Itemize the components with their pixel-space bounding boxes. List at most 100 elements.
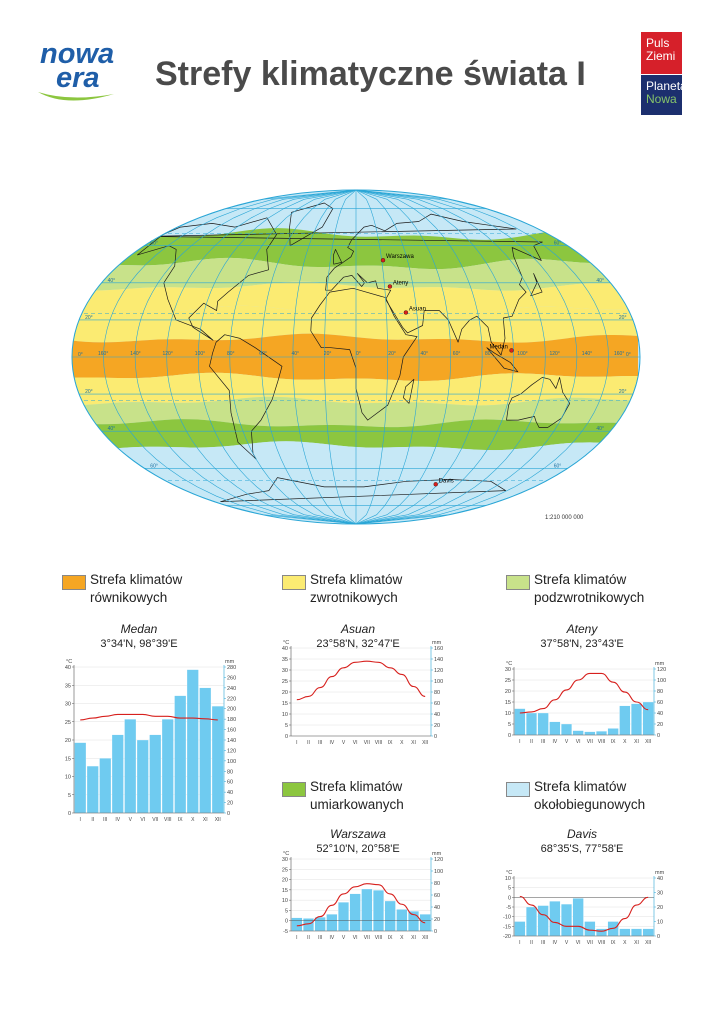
temp-tick-label: 0 [508,895,511,901]
temp-tick-label: -5 [283,929,288,935]
meridian-line [355,190,483,524]
month-label: II [307,740,310,746]
precip-tick-label: 20 [227,801,233,807]
month-label: I [296,740,297,746]
month-label: III [318,740,322,746]
lat-label-left: 60° [150,463,158,469]
precip-bar [584,731,596,736]
map-border [71,189,641,525]
month-label: X [623,739,627,745]
legend-swatch-polar [506,782,530,797]
month-label: V [129,817,133,823]
precip-bar [111,734,124,814]
brand1-line1: Puls [646,36,670,50]
meridian-line [355,190,420,524]
month-label: VI [140,817,145,823]
month-label: XII [422,935,428,941]
station-name: Asuan [340,622,376,636]
precip-bar [596,928,607,937]
legend-subtropical-line1: Strefa klimatów [534,572,627,587]
city-dot-davis [433,482,438,487]
month-label: III [318,935,322,941]
lon-label: 40° [421,351,429,357]
month-label: IV [329,740,334,746]
month-label: X [400,740,404,746]
city-dot-warszawa [380,258,386,263]
station-coords: 37°58'N, 23°43'E [540,638,624,650]
temperature-line [519,672,649,714]
meridian-line [355,190,452,524]
temp-tick-label: -5 [506,905,511,911]
month-label: XII [645,739,651,745]
climograph-davis-header: Davis 68°35'S, 77°58'E [492,827,672,855]
continent-japan [530,273,543,297]
precip-bar [526,906,537,937]
precip-tick-label: 10 [657,920,663,926]
month-label: VIII [375,935,383,941]
month-label: VII [364,935,370,941]
continent-antarctica [220,477,506,503]
lat-label-left: 20° [85,315,93,321]
lat-label-right: 20° [619,389,627,395]
city-label-davis: Davis [439,478,454,484]
temp-tick-label: 0 [508,733,511,739]
city-label-warszawa: Warszawa [386,254,414,260]
temperature-line [80,713,218,721]
zone-tropical-north [72,281,638,315]
legend-subtropical-line2: podzwrotnikowych [534,590,645,605]
lon-label: 120° [550,351,560,357]
precip-tick-label: 100 [434,679,443,685]
precip-tick-label: 160 [434,646,443,652]
zone-subtropical-south [72,396,638,428]
precip-tick-label: 20 [434,917,440,923]
precip-bar [537,905,549,937]
precip-tick-label: 40 [227,790,233,796]
temp-tick-label: 30 [282,668,288,674]
temp-unit-label: °C [283,851,289,857]
temp-tick-label: 5 [508,722,511,728]
temp-tick-label: 5 [285,723,288,729]
city-label-ateny: Ateny [393,281,408,287]
nowa-era-logo: nowa era [36,40,126,105]
month-label: I [80,817,81,823]
precip-bar [291,917,303,932]
precip-tick-label: 100 [227,759,236,765]
brand2-line2: Nowa [646,92,677,106]
precip-bar [514,921,526,937]
precip-bar [549,721,561,736]
puls-ziemi-logo: Puls Ziemi [641,32,682,74]
lat-label-left: 40° [108,426,116,432]
precip-bar [349,893,361,932]
lon-label: 20° [324,351,332,357]
precip-bar [561,723,572,736]
precip-tick-label: 40 [434,905,440,911]
precip-tick-label: 160 [227,728,236,734]
precip-tick-label: 100 [657,678,666,684]
precip-bar [561,903,572,937]
precip-bar [619,705,631,736]
temp-tick-label: 40 [282,646,288,652]
precip-bar [174,695,187,814]
precip-tick-label: 140 [434,657,443,663]
temp-tick-label: 0 [68,811,71,817]
meridian-line [260,190,357,524]
city-dot-ateny [387,284,393,289]
month-label: VI [353,935,358,941]
temp-tick-label: 15 [282,888,288,894]
precip-tick-label: 20 [434,723,440,729]
temp-tick-label: 10 [282,712,288,718]
lon-label: 40° [292,351,300,357]
precip-bar [149,734,162,814]
precip-bar [326,914,338,932]
precip-tick-label: 120 [227,748,236,754]
month-label: II [530,940,533,946]
lon-label: 80° [485,351,493,357]
precip-bar [338,902,349,932]
lat-label-right: 40° [596,426,604,432]
continent-eurasia [148,213,543,356]
precip-bar [631,928,642,937]
month-label: VII [364,740,370,746]
precip-bar [86,765,99,814]
temperature-line [296,883,426,927]
